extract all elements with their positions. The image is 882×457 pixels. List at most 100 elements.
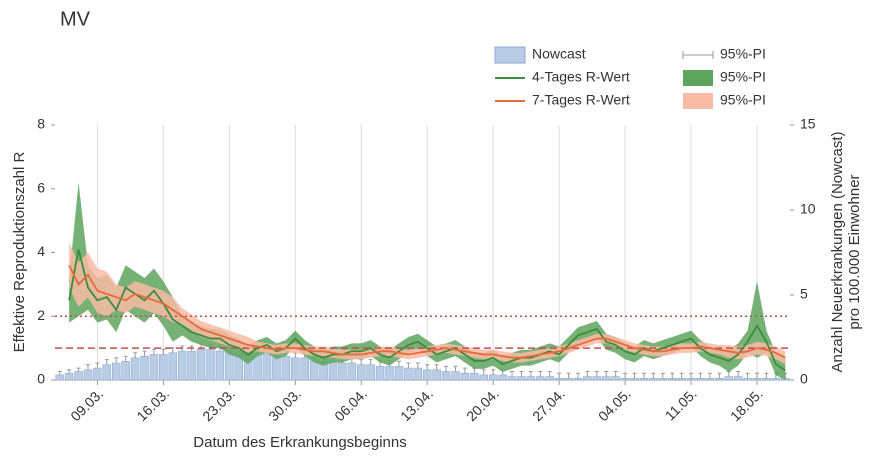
line: [68, 249, 786, 372]
bar: [564, 377, 573, 381]
error-bar: [425, 364, 430, 370]
bar: [526, 376, 536, 381]
error-bar: [726, 371, 731, 377]
x-tick-label: 20.04.: [463, 385, 502, 424]
bar: [630, 377, 639, 381]
bar: [385, 366, 394, 381]
error-bar: [85, 364, 90, 370]
error-bar: [142, 350, 147, 357]
bar: [130, 357, 140, 381]
error-bar: [566, 372, 571, 379]
bar: [291, 357, 300, 381]
bar: [121, 360, 130, 381]
error-bar: [557, 372, 562, 379]
error-bar: [104, 359, 109, 365]
error-bar: [151, 348, 156, 355]
x-tick-label: 09.03.: [67, 385, 106, 424]
bar: [149, 354, 159, 381]
y2-axis-label: Anzahl Neuerkrankungen (Nowcast): [829, 132, 846, 373]
bar: [724, 376, 734, 381]
bar: [545, 376, 554, 381]
bar: [441, 371, 451, 381]
error-bar: [585, 371, 590, 377]
bar: [507, 376, 517, 381]
error-bar: [528, 371, 533, 377]
error-bar: [604, 371, 609, 377]
bar: [93, 367, 102, 381]
bar: [394, 366, 404, 381]
bar: [404, 367, 413, 381]
error-bar: [594, 371, 599, 377]
bar: [375, 366, 385, 381]
bar: [498, 374, 507, 381]
bar: [328, 360, 338, 381]
bar: [451, 371, 460, 381]
legend-label: 95%-PI: [720, 46, 766, 62]
bar: [64, 372, 74, 381]
bar: [187, 350, 196, 381]
legend-label: 95%-PI: [720, 69, 766, 85]
error-bar: [717, 372, 722, 379]
y2-tick-label: 0: [800, 371, 808, 387]
bar: [536, 376, 545, 381]
x-tick-label: 18.05.: [727, 385, 766, 424]
y-tick-label: 6: [37, 179, 45, 195]
legend-swatch: [683, 70, 713, 86]
bar: [677, 377, 686, 381]
error-bar: [613, 371, 618, 377]
error-bar: [623, 372, 628, 379]
bar: [771, 377, 781, 381]
bar: [583, 376, 592, 381]
bar: [470, 372, 479, 381]
bar: [356, 364, 366, 381]
legend-swatch: [494, 46, 526, 64]
bar: [74, 371, 83, 381]
bar: [752, 377, 762, 381]
bar: [762, 377, 771, 381]
error-bar: [632, 372, 637, 379]
bar: [611, 376, 620, 381]
bar: [554, 377, 564, 381]
legend-swatch: [683, 93, 713, 109]
bar: [686, 377, 696, 381]
bar: [696, 377, 705, 381]
error-bar: [406, 362, 411, 369]
error-bar: [67, 369, 72, 374]
bar: [517, 376, 526, 381]
y-tick-label: 0: [37, 371, 45, 387]
error-bar: [660, 372, 665, 379]
error-bar: [472, 367, 477, 374]
error-bar: [689, 372, 694, 379]
x-tick-label: 16.03.: [133, 385, 172, 424]
error-bar: [453, 365, 458, 372]
error-bar: [670, 372, 675, 379]
error-bar: [368, 359, 373, 365]
bar: [366, 364, 375, 381]
error-bar: [745, 372, 750, 379]
bar: [413, 367, 423, 381]
legend-label: Nowcast: [532, 46, 586, 62]
y-tick-label: 4: [37, 243, 45, 259]
y-tick-label: 8: [37, 116, 45, 132]
bar: [422, 369, 432, 381]
error-bar: [123, 355, 128, 362]
interval-band: [69, 182, 786, 380]
bar: [743, 377, 752, 381]
bar: [140, 355, 149, 381]
line: [68, 264, 786, 359]
x-tick-label: 13.04.: [397, 385, 436, 424]
error-bar: [547, 371, 552, 377]
error-bar: [538, 371, 543, 377]
bar: [168, 352, 178, 381]
y-axis-label: Effektive Reproduktionszahl R: [11, 152, 28, 353]
error-bar: [133, 352, 138, 358]
legend-label: 7-Tages R-Wert: [532, 92, 630, 108]
bar: [460, 372, 470, 381]
bar: [159, 354, 168, 381]
bar: [338, 362, 347, 381]
x-tick-label: 27.04.: [529, 385, 568, 424]
error-bar: [57, 371, 62, 375]
bar: [649, 377, 658, 381]
error-bar: [293, 352, 298, 358]
error-bar: [575, 372, 580, 379]
